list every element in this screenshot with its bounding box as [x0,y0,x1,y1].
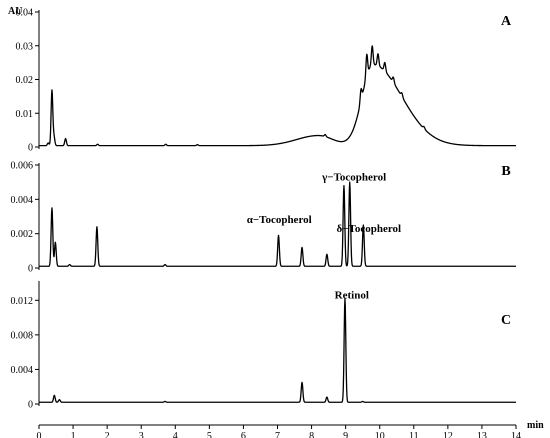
y-tick-label: 0.004 [11,365,34,376]
x-tick-label: 2 [105,431,110,438]
y-tick-label: 0 [28,264,33,275]
x-tick-label: 12 [443,431,453,438]
x-tick-label: 0 [37,431,42,438]
x-tick-label: 8 [309,431,314,438]
y-tick-label: 0.002 [11,229,34,240]
y-axis-unit-label: AU [8,6,22,17]
peak-annotation: Retinol [335,290,369,302]
chromatogram-trace-C [38,297,517,403]
panel-C: 0.012 0.008 0.004 0 C Retinol [11,281,517,411]
panel-letter: A [501,14,512,29]
y-tick-label: 0.006 [11,161,34,172]
x-tick-label: 7 [275,431,280,438]
panel-letter: C [501,313,511,328]
x-tick-label: 4 [173,431,178,438]
x-tick-label: 1 [71,431,76,438]
y-tick-label: 0.03 [16,41,34,52]
panel-B: 0.006 0.004 0.002 0 Bα−Tocopherol γ−Tocophero… [11,161,517,275]
x-tick-label: 5 [207,431,212,438]
panel-A: 0.04 0.03 0.02 0.01 0 AU A [8,6,517,154]
x-tick-label: 14 [511,431,521,438]
x-tick-label: 11 [409,431,419,438]
peak-annotation: α−Tocopherol [247,214,312,226]
x-tick-label: 3 [139,431,144,438]
y-tick-label: 0 [28,400,33,411]
x-axis: 0 1 2 3 4 5 6 7 8 9 10 11 12 13 14 min [37,420,545,438]
peak-annotation: δ−Tocopherol [337,223,402,235]
chromatogram-trace-A [38,45,517,147]
chromatogram-panels: 0.04 0.03 0.02 0.01 0 AU A 0.006 0.004 0.002 0 Bα−T… [8,6,517,411]
y-tick-label: 0.012 [11,296,34,307]
y-tick-label: 0.01 [16,109,34,120]
x-axis-ticks: 0 1 2 3 4 5 6 7 8 9 10 11 12 13 14 [37,425,521,438]
panel-letter: B [501,164,510,179]
y-tick-label: 0.008 [11,330,34,341]
y-tick-label: 0 [28,143,33,154]
x-tick-label: 13 [477,431,487,438]
x-tick-label: 9 [343,431,348,438]
x-axis-unit-label: min [527,420,544,431]
y-tick-label: 0.02 [16,75,34,86]
x-tick-label: 6 [241,431,246,438]
chromatogram-trace-B [38,181,517,267]
y-tick-label: 0.04 [16,8,34,19]
y-tick-label: 0.004 [11,195,34,206]
peak-annotation: γ−Tocopherol [321,171,386,183]
x-tick-label: 10 [375,431,385,438]
